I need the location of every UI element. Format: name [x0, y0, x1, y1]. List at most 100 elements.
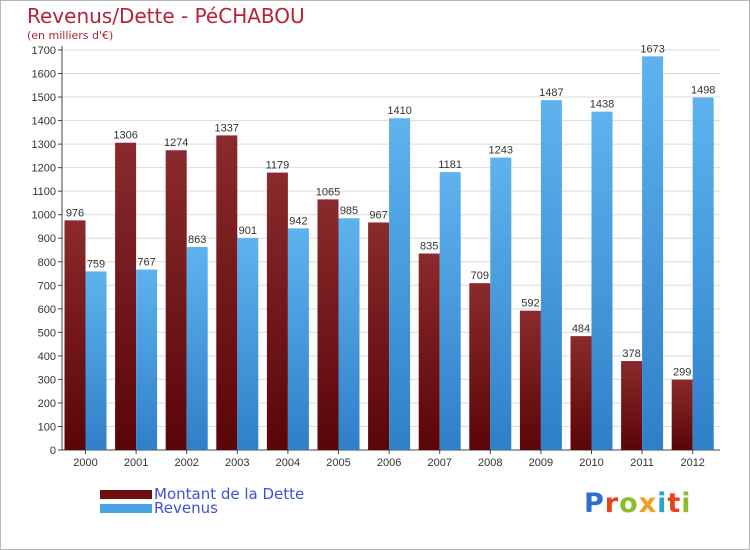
- chart-title: Revenus/Dette - PéCHABOU: [27, 4, 305, 28]
- bar-dette: [317, 199, 339, 450]
- data-label-revenus: 901: [239, 225, 257, 237]
- y-tick-label: 500: [38, 327, 56, 339]
- legend-item-dette: Montant de la Dette: [100, 485, 305, 503]
- bar-revenus: [287, 228, 309, 450]
- logo-letter: i: [657, 488, 668, 519]
- bar-revenus: [692, 97, 714, 450]
- x-tick-label: 2009: [529, 457, 553, 469]
- y-tick-label: 1300: [32, 139, 56, 151]
- x-tick-label: 2011: [630, 457, 654, 469]
- bar-revenus: [338, 218, 360, 450]
- x-tick-label: 2003: [225, 457, 249, 469]
- data-label-dette: 1065: [316, 186, 340, 198]
- y-tick-label: 300: [38, 374, 56, 386]
- logo-letter: r: [604, 488, 620, 519]
- y-tick-label: 800: [38, 257, 56, 269]
- chart-subtitle: (en milliers d'€): [27, 29, 114, 42]
- y-tick-label: 700: [38, 280, 56, 292]
- bar-dette: [671, 379, 693, 450]
- data-label-revenus: 863: [188, 234, 206, 246]
- bar-dette: [266, 172, 288, 450]
- legend-item-revenus: Revenus: [100, 499, 218, 517]
- bar-dette: [368, 222, 390, 450]
- y-tick-label: 100: [38, 421, 56, 433]
- data-label-dette: 484: [572, 323, 590, 335]
- data-label-revenus: 1181: [438, 159, 462, 171]
- logo-letter: o: [619, 488, 639, 519]
- legend-label-dette: Montant de la Dette: [154, 485, 305, 503]
- bar-revenus: [540, 100, 562, 450]
- bar-revenus: [591, 111, 613, 450]
- bar-revenus: [85, 271, 107, 450]
- bar-dette: [519, 310, 541, 450]
- y-tick-label: 0: [50, 445, 56, 457]
- x-tick-label: 2008: [478, 457, 502, 469]
- data-label-revenus: 942: [289, 215, 307, 227]
- y-tick-label: 1500: [32, 92, 56, 104]
- bar-revenus: [490, 157, 512, 450]
- y-tick-label: 200: [38, 398, 56, 410]
- data-label-revenus: 1487: [539, 87, 563, 99]
- data-label-revenus: 1673: [640, 43, 664, 55]
- x-tick-label: 2012: [680, 457, 704, 469]
- data-label-dette: 592: [521, 298, 539, 310]
- data-label-revenus: 985: [340, 205, 358, 217]
- y-tick-label: 600: [38, 304, 56, 316]
- y-tick-label: 1100: [32, 186, 56, 198]
- data-label-revenus: 1410: [387, 105, 411, 117]
- x-tick-label: 2007: [427, 457, 451, 469]
- bar-dette: [621, 361, 643, 450]
- bar-revenus: [237, 238, 259, 450]
- bar-dette: [216, 135, 238, 451]
- bar-dette: [469, 283, 491, 450]
- x-tick-label: 2004: [276, 457, 300, 469]
- data-label-revenus: 767: [137, 257, 155, 269]
- legend-swatch-revenus: [100, 503, 152, 513]
- data-label-dette: 835: [420, 241, 438, 253]
- data-label-revenus: 759: [87, 258, 105, 270]
- bar-revenus: [439, 172, 461, 450]
- logo-letter: x: [638, 488, 658, 519]
- bar-revenus: [186, 246, 208, 450]
- y-tick-label: 900: [38, 233, 56, 245]
- bar-revenus: [136, 269, 158, 450]
- proxiti-logo: Proxiti: [584, 488, 692, 519]
- bar-dette: [418, 253, 440, 450]
- bar-revenus: [389, 118, 411, 450]
- data-label-revenus: 1438: [590, 99, 614, 111]
- x-tick-label: 2000: [73, 457, 97, 469]
- data-label-dette: 709: [471, 270, 489, 282]
- bar-dette: [570, 336, 592, 450]
- x-tick-label: 2006: [377, 457, 401, 469]
- bar-dette: [165, 150, 187, 450]
- y-tick-label: 1700: [32, 45, 56, 57]
- data-label-revenus: 1498: [691, 85, 715, 97]
- y-tick-label: 1400: [32, 116, 56, 128]
- x-tick-label: 2010: [579, 457, 603, 469]
- data-label-dette: 378: [622, 348, 640, 360]
- y-tick-label: 1200: [32, 163, 56, 175]
- data-label-dette: 976: [66, 207, 84, 219]
- bar-dette: [64, 220, 86, 450]
- data-label-dette: 1306: [113, 130, 137, 142]
- data-label-dette: 299: [673, 367, 691, 379]
- logo-letter: t: [667, 488, 682, 519]
- data-label-dette: 1337: [215, 122, 239, 134]
- legend-label-revenus: Revenus: [154, 499, 218, 517]
- bar-revenus: [642, 56, 664, 451]
- logo-letter: P: [584, 488, 605, 519]
- data-label-dette: 967: [369, 209, 387, 221]
- y-tick-label: 1000: [32, 210, 56, 222]
- data-label-dette: 1274: [164, 137, 188, 149]
- bar-dette: [115, 142, 137, 451]
- y-tick-label: 400: [38, 351, 56, 363]
- data-label-dette: 1179: [266, 160, 290, 172]
- y-tick-label: 1600: [32, 69, 56, 81]
- x-tick-label: 2005: [326, 457, 350, 469]
- data-label-revenus: 1243: [489, 145, 513, 157]
- x-tick-label: 2001: [124, 457, 148, 469]
- x-tick-label: 2002: [174, 457, 198, 469]
- logo-letter: i: [681, 488, 692, 519]
- legend-swatch-dette: [100, 489, 152, 499]
